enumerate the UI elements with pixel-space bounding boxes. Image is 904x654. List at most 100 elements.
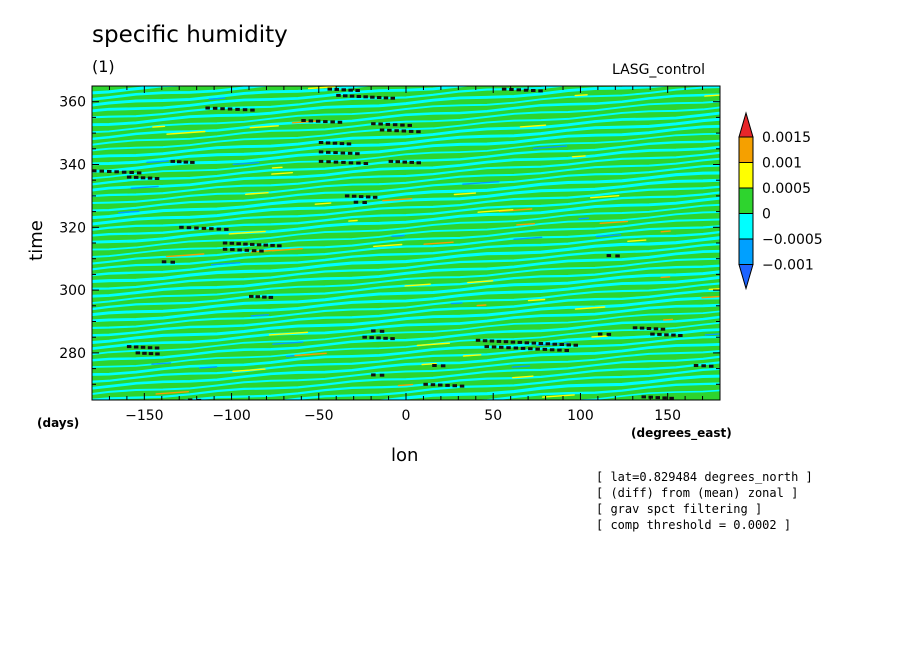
field-streak (527, 298, 546, 302)
field-streak (467, 280, 494, 284)
field-streak (232, 161, 260, 166)
wave-band (92, 322, 720, 368)
wave-band (92, 93, 720, 141)
wave-band (92, 111, 720, 159)
wave-band (92, 355, 720, 400)
y-tick-label: 280 (59, 346, 86, 362)
field-streak (660, 230, 671, 233)
y-tick-label: 300 (59, 283, 86, 299)
colorbar-label: −0.001 (762, 258, 814, 274)
field-streak (165, 253, 205, 258)
field-streak (590, 194, 620, 199)
wave-band (82, 22, 730, 67)
field-streak (166, 130, 206, 135)
field-streak (578, 217, 590, 220)
field-streak (450, 302, 463, 305)
wave-band (92, 86, 275, 101)
wave-band (92, 315, 720, 362)
wave-band (92, 335, 720, 383)
wave-band (92, 151, 720, 198)
x-tick-label: 0 (402, 408, 411, 424)
wave-band (92, 289, 720, 337)
wave-band (92, 86, 374, 107)
y-tick-label: 320 (59, 220, 86, 236)
field-streak (571, 155, 586, 158)
wave-band (82, 9, 730, 55)
field-streak (513, 236, 543, 241)
wave-band (92, 282, 720, 329)
colorbar-label: 0.0015 (762, 130, 811, 146)
field-streak (268, 331, 309, 336)
field-streak (595, 234, 622, 238)
wave-band (92, 225, 720, 271)
wave-band (473, 382, 720, 400)
wave-band (92, 296, 720, 344)
colorbar-label: −0.0005 (762, 232, 823, 248)
colorbar-swatch-bottom (738, 264, 754, 291)
source-label: LASG_control (612, 62, 705, 78)
colorbar-swatch-top (738, 111, 754, 138)
x-tick-label: −150 (125, 408, 163, 424)
field-streak (250, 314, 270, 317)
wave-band (92, 86, 673, 127)
field-streak (208, 97, 226, 100)
field-streak (155, 391, 190, 395)
colorbar: 0.0015 0.001 0.0005 0 −0.0005 −0.001 (738, 111, 823, 291)
wave-band (82, 1, 730, 47)
wave-band (92, 100, 720, 146)
wave-band (92, 349, 720, 395)
x-tick-label: 100 (567, 408, 594, 424)
wave-band (92, 242, 720, 290)
field-streak (516, 222, 536, 226)
field-streak (512, 375, 534, 379)
field-streak (660, 276, 671, 279)
wave-band (92, 86, 720, 134)
field-streak (704, 333, 720, 336)
x-tick-label: 50 (484, 408, 502, 424)
wave-band (92, 132, 720, 180)
colorbar-swatch (738, 213, 754, 240)
field-streak (462, 354, 482, 357)
field-streak (477, 208, 514, 213)
wave-band (92, 178, 720, 226)
field-streak (453, 192, 477, 196)
wave-band (92, 196, 720, 244)
wave-band (92, 310, 720, 356)
field-streak (599, 220, 629, 225)
wave-band (82, 33, 730, 78)
field-streak (348, 219, 358, 222)
field-streak (373, 243, 403, 248)
wave-band (92, 185, 720, 231)
wave-band (82, 27, 730, 72)
field-streak (391, 234, 405, 238)
field-streak (271, 166, 283, 169)
colorbar-swatch (738, 187, 754, 214)
plot-area (82, 1, 730, 400)
field-streak (416, 342, 451, 347)
note-latitude: [ lat=0.829484 degrees_north ] (596, 470, 813, 484)
field-streak (294, 352, 327, 357)
wave-band (92, 303, 720, 351)
wave-band (92, 86, 111, 87)
x-tick-label: −50 (304, 408, 334, 424)
note-threshold: [ comp threshold = 0.0002 ] (596, 518, 792, 532)
wave-band (92, 86, 570, 119)
field-streak (704, 94, 720, 97)
wave-band (92, 164, 720, 212)
field-streak (151, 362, 172, 365)
wave-band (92, 191, 720, 237)
x-axis-unit: (degrees_east) (631, 426, 732, 440)
field-streak (118, 210, 140, 214)
wave-band (569, 389, 720, 400)
field-streak (511, 365, 531, 368)
field-streak (397, 383, 414, 387)
field-streak (271, 247, 303, 252)
wave-band (92, 218, 720, 265)
y-axis-unit: (days) (37, 416, 80, 430)
colorbar-swatch (738, 162, 754, 189)
field-streak (423, 241, 454, 245)
wave-band (92, 117, 720, 166)
wave-band (92, 343, 720, 390)
field-streak (533, 145, 568, 150)
